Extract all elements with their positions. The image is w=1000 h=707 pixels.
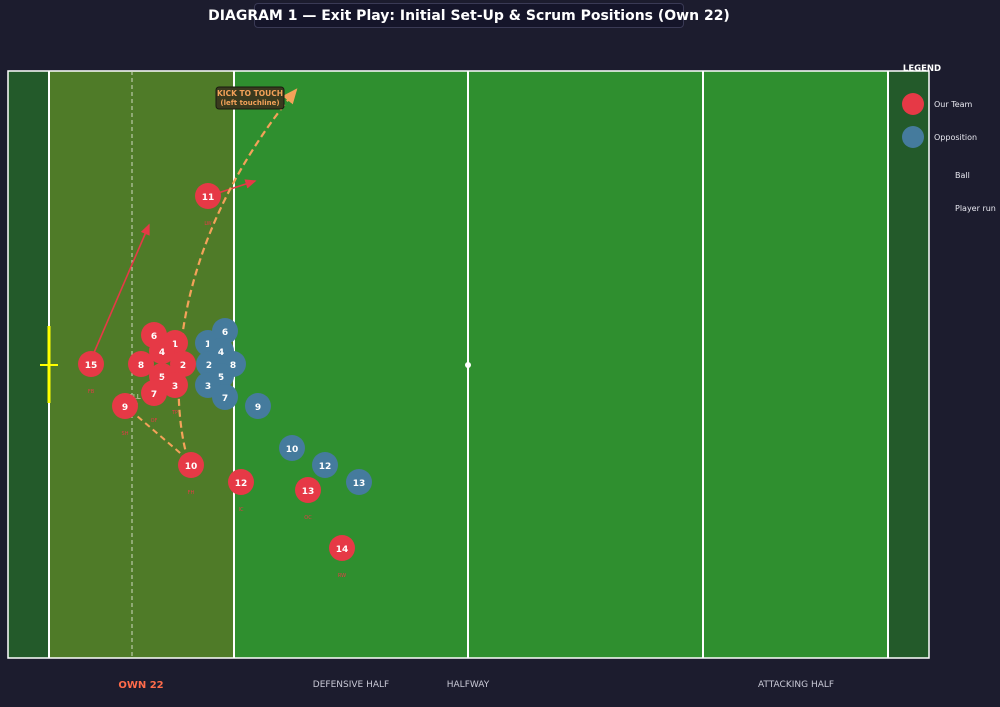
player-number: 10 xyxy=(185,462,198,472)
player-number: 10 xyxy=(286,445,299,455)
legend-title: LEGEND xyxy=(903,64,941,74)
our-player: 9 SH xyxy=(112,393,138,437)
in-goal-right xyxy=(888,71,929,658)
player-number: 3 xyxy=(172,382,178,392)
our-player: 11 LW xyxy=(195,183,221,227)
player-number: 11 xyxy=(202,193,215,203)
our-player: 15 FB xyxy=(78,351,104,395)
player-number: 13 xyxy=(302,487,315,497)
zone-label-halfway: HALFWAY xyxy=(446,680,490,690)
player-number: 8 xyxy=(138,361,144,371)
player-number: 5 xyxy=(159,373,165,383)
zone-label-own-22: OWN 22 xyxy=(118,680,164,691)
our-player: 12 IC xyxy=(228,469,254,513)
player-number: 8 xyxy=(230,361,236,371)
player-number: 4 xyxy=(159,348,165,358)
legend-opposition-swatch xyxy=(902,126,924,148)
player-position: RW xyxy=(338,573,346,579)
player-number: 2 xyxy=(206,361,212,371)
our-player: 8 xyxy=(128,351,154,377)
opposition-player: 7 xyxy=(212,384,238,410)
centre-spot xyxy=(465,362,471,368)
player-number: 7 xyxy=(151,390,157,400)
player-position: LW xyxy=(204,221,211,227)
our-player: 7 OF xyxy=(141,380,167,424)
legend-player-run-label: Player run xyxy=(955,204,996,213)
pass-line xyxy=(129,409,187,459)
legend-ball-label: Ball xyxy=(955,171,970,180)
player-number: 14 xyxy=(336,545,349,555)
our-player: 2 xyxy=(170,351,196,377)
opposition-player: 10 xyxy=(279,435,305,461)
our-player: 3 TP xyxy=(162,372,188,416)
goal-posts-icon xyxy=(40,326,58,403)
diagram-title: DIAGRAM 1 — Exit Play: Initial Set-Up & … xyxy=(208,3,730,28)
our-player: 14 RW xyxy=(329,535,355,579)
player-number: 9 xyxy=(255,403,261,413)
player-number: 5 xyxy=(218,373,224,383)
run-arrow-fullback xyxy=(92,223,150,356)
player-number: 1 xyxy=(205,340,211,350)
zone-label-defensive-half: DEFENSIVE HALF xyxy=(312,680,390,690)
opposition-player: 9 xyxy=(245,393,271,419)
player-number: 12 xyxy=(235,479,248,489)
player-position: OF xyxy=(151,418,158,424)
player-position: SH xyxy=(122,431,129,437)
player-number: 6 xyxy=(222,328,228,338)
opposition-players: 6 1 4 2 8 5 3 7 9 10 12 13 xyxy=(195,318,372,495)
kick-annotation-line1: KICK TO TOUCH xyxy=(217,89,283,98)
our-player: 4 xyxy=(149,338,175,364)
player-position: OC xyxy=(304,515,312,521)
opposition-player: 12 xyxy=(312,452,338,478)
player-number: 7 xyxy=(222,394,228,404)
player-number: 6 xyxy=(151,332,157,342)
kick-annotation: KICK TO TOUCH (left touchline) xyxy=(215,86,285,110)
player-number: 3 xyxy=(205,382,211,392)
legend-our-team-label: Our Team xyxy=(934,100,973,109)
run-arrow-left-wing xyxy=(214,179,257,195)
player-number: 13 xyxy=(353,479,366,489)
our-player: 13 OC xyxy=(295,477,321,521)
our-player: 10 FH xyxy=(178,452,204,496)
player-number: 4 xyxy=(218,348,224,358)
legend-opposition-label: Opposition xyxy=(934,133,977,142)
player-number: 9 xyxy=(122,403,128,413)
player-position: FH xyxy=(188,490,195,496)
opposition-player: 13 xyxy=(346,469,372,495)
player-position: TP xyxy=(171,410,178,416)
zone-label-attacking-half: ATTACKING HALF xyxy=(757,680,835,690)
legend-our-team-swatch xyxy=(902,93,924,115)
player-number: 15 xyxy=(85,361,98,371)
kick-annotation-line2: (left touchline) xyxy=(220,99,279,107)
player-position: FB xyxy=(88,389,95,395)
player-number: 2 xyxy=(180,361,186,371)
player-number: 12 xyxy=(319,462,332,472)
legend: LEGEND Our Team Opposition Ball Player r… xyxy=(902,64,996,213)
kick-path xyxy=(177,88,298,461)
player-position: IC xyxy=(239,507,244,513)
player-number: 1 xyxy=(172,340,178,350)
